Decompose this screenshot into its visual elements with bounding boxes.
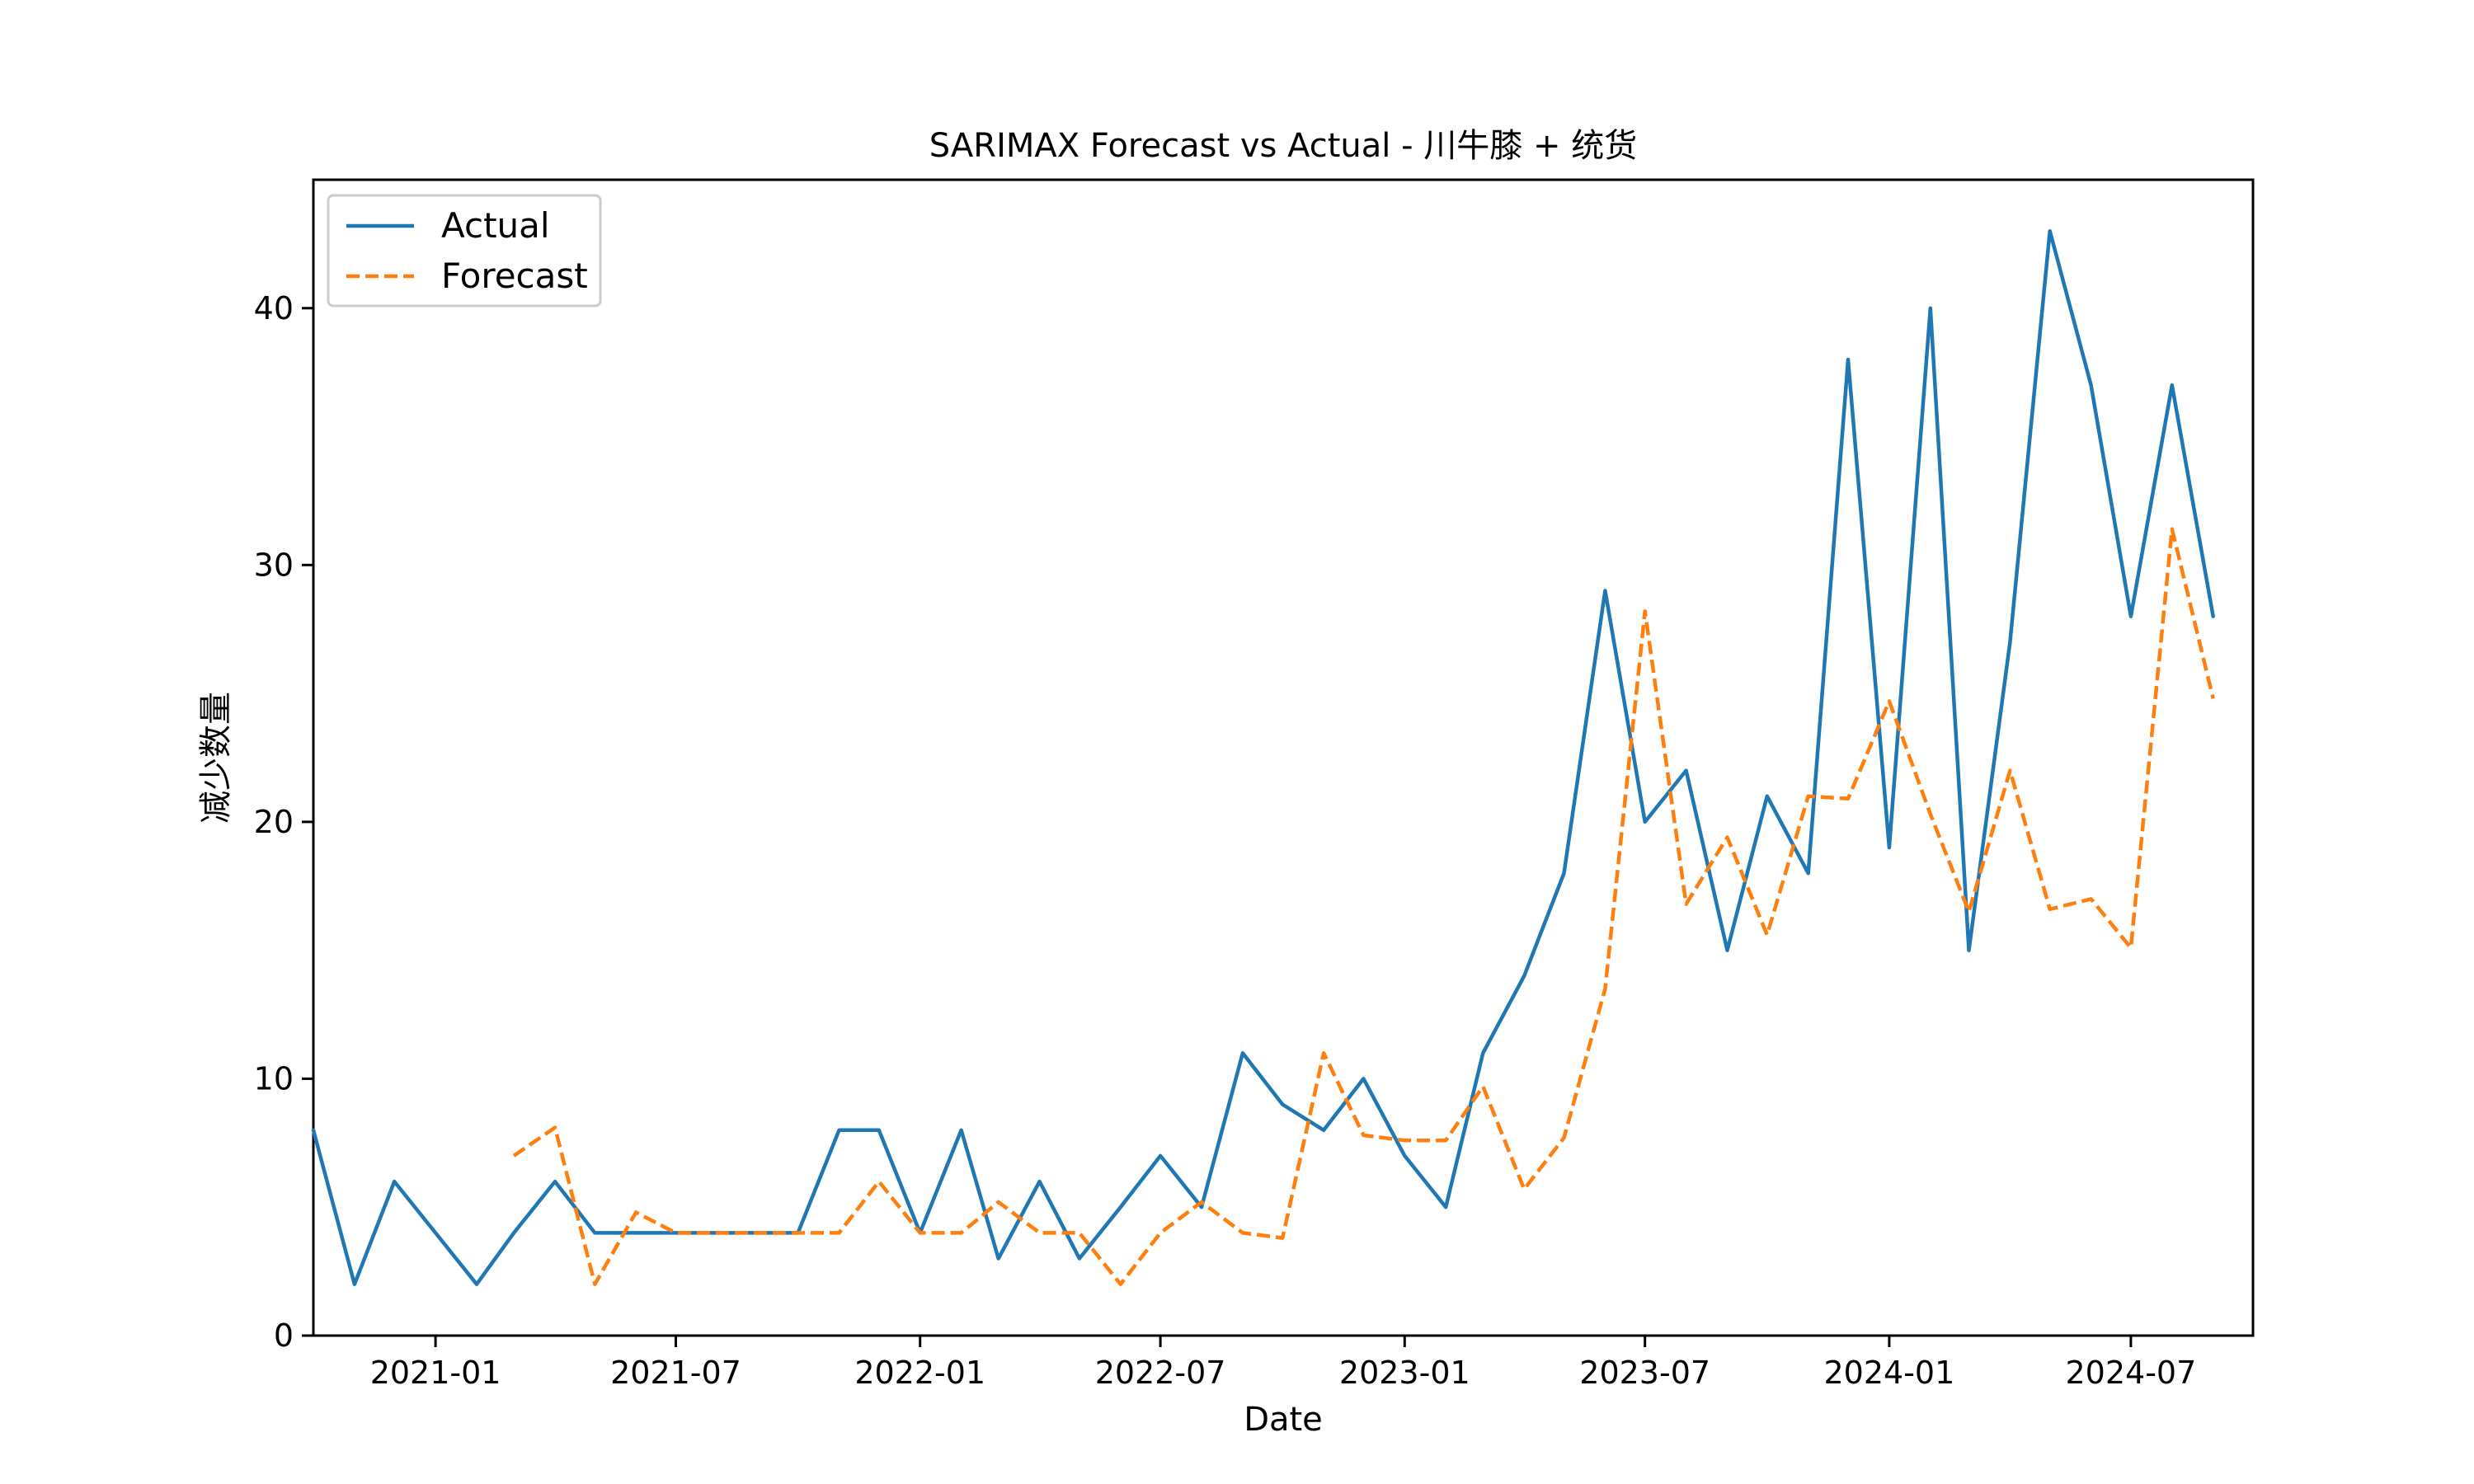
x-axis: 2021-01 2021-07 2022-01 2022-07 2023-01 2023-… xyxy=(370,1336,2197,1391)
series-layer xyxy=(311,229,2215,1286)
x-tick-label: 2022-07 xyxy=(1095,1355,1226,1391)
legend-box xyxy=(327,194,602,308)
y-tick-label: 30 xyxy=(254,547,294,583)
x-tick-label: 2022-01 xyxy=(854,1355,985,1391)
x-axis-label: Date xyxy=(1244,1401,1323,1439)
legend-actual-label: Actual xyxy=(441,205,550,246)
x-tick-label: 2023-07 xyxy=(1579,1355,1710,1391)
legend: Actual Forecast xyxy=(327,194,602,308)
y-tick-label: 20 xyxy=(254,804,294,840)
y-tick-label: 0 xyxy=(274,1317,294,1354)
x-tick-label: 2024-01 xyxy=(1824,1355,1955,1391)
series-line-forecast xyxy=(512,527,2215,1286)
y-tick-label: 40 xyxy=(254,290,294,326)
y-axis-label: 减少数量 xyxy=(197,692,235,824)
chart-title: SARIMAX Forecast vs Actual - 川牛膝 + 统货 xyxy=(929,127,1637,165)
legend-forecast-label: Forecast xyxy=(441,256,588,296)
x-tick-label: 2021-07 xyxy=(610,1355,741,1391)
plot-area-frame xyxy=(312,178,2255,1337)
y-tick-label: 10 xyxy=(254,1060,294,1097)
x-tick-label: 2023-01 xyxy=(1339,1355,1470,1391)
series-line-actual xyxy=(311,229,2215,1286)
x-tick-label: 2021-01 xyxy=(370,1355,501,1391)
x-tick-label: 2024-07 xyxy=(2066,1355,2197,1391)
y-axis: 0 10 20 30 40 xyxy=(254,290,313,1354)
